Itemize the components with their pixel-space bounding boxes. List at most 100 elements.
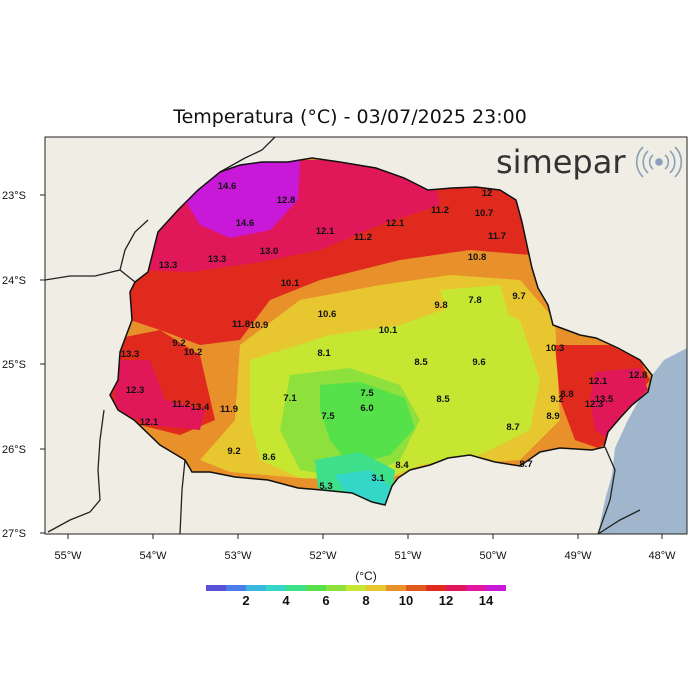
colorbar-cell [286,585,306,591]
station-value: 8.5 [414,357,428,368]
station-value: 8.6 [262,452,275,463]
station-value: 8.4 [395,460,409,471]
colorbar-cell [426,585,446,591]
station-value: 9.8 [434,300,447,311]
station-value: 13.3 [208,254,227,265]
station-value: 10.6 [318,309,337,320]
station-value: 8.5 [436,394,450,405]
station-value: 9.2 [550,394,563,405]
station-value: 9.2 [172,338,185,349]
station-value: 13.4 [191,402,210,413]
station-value: 6.0 [360,403,373,414]
colorbar-unit: (°C) [355,569,376,583]
lon-tick: 54°W [139,550,167,562]
colorbar-label: 2 [242,593,249,608]
colorbar-label: 8 [362,593,369,608]
colorbar-cell [466,585,486,591]
colorbar-label: 6 [322,593,329,608]
signal-icon [635,146,683,178]
station-value: 12 [482,188,493,199]
station-value: 13.5 [595,394,614,405]
station-value: 14.6 [236,218,255,229]
lon-tick: 52°W [309,550,337,562]
lon-tick: 50°W [479,550,507,562]
colorbar-label: 10 [399,593,413,608]
station-value: 8.7 [506,422,519,433]
lat-tick: 27°S [2,528,26,540]
station-values: 14.6 12.8 14.6 12.1 11.2 12.1 11.2 10.7 12 11.7 13… [121,181,648,492]
station-value: 7.5 [321,411,335,422]
station-value: 12.8 [277,195,296,206]
station-value: 8.7 [519,459,532,470]
colorbar-cell [346,585,366,591]
station-value: 11.7 [488,231,506,242]
station-value: 10.2 [184,347,203,358]
temperature-field [110,158,652,505]
ocean [598,348,687,534]
colorbar-cell [226,585,246,591]
lon-tick: 48°W [648,550,676,562]
colorbar-labels: 2 4 6 8 10 12 14 [242,593,494,608]
station-value: 5.3 [319,481,332,492]
lat-tick: 23°S [2,190,26,202]
brand-text: simepar [496,143,626,181]
colorbar-cell [486,585,506,591]
country-borders [45,137,641,534]
colorbar-cell [306,585,326,591]
station-value: 7.1 [283,393,297,404]
lon-tick: 51°W [394,550,422,562]
station-value: 3.1 [371,473,385,484]
colorbar-cell [206,585,226,591]
station-value: 14.6 [218,181,237,192]
station-value: 11.2 [172,399,190,410]
colorbar-cell [386,585,406,591]
colorbar-cell [446,585,466,591]
station-value: 12.1 [316,226,335,237]
station-value: 11.8 [232,319,250,330]
lat-tick: 26°S [2,444,26,456]
station-value: 10.1 [281,278,300,289]
colorbar-cell [266,585,286,591]
colorbar-label: 14 [479,593,494,608]
station-value: 11.9 [220,404,238,415]
station-value: 10.9 [250,320,269,331]
station-value: 12.1 [140,417,159,428]
station-value: 9.6 [472,357,485,368]
lon-tick: 55°W [54,550,82,562]
station-value: 13.3 [121,349,140,360]
lat-labels: 23°S 24°S 25°S 26°S 27°S [2,190,26,540]
station-value: 7.5 [360,388,374,399]
axis-ticks [40,194,663,539]
station-value: 11.2 [431,205,449,216]
station-value: 12.8 [629,370,648,381]
colorbar-cells [206,585,506,591]
station-value: 12.3 [585,399,604,410]
station-value: 8.1 [317,348,331,359]
colorbar: (°C) 2 4 6 8 10 12 14 [206,569,506,608]
colorbar-cell [366,585,386,591]
lon-tick: 49°W [564,550,592,562]
lon-tick: 53°W [224,550,252,562]
lon-labels: 55°W 54°W 53°W 52°W 51°W 50°W 49°W 48°W [54,550,676,562]
colorbar-cell [326,585,346,591]
station-value: 8.9 [546,411,559,422]
map-frame [44,136,688,535]
station-value: 8.8 [560,389,573,400]
station-value: 13.0 [260,246,279,257]
station-value: 12.1 [386,218,405,229]
colorbar-label: 4 [282,593,290,608]
lat-tick: 25°S [2,359,26,371]
colorbar-cell [246,585,266,591]
station-value: 9.2 [227,446,240,457]
colorbar-cell [406,585,426,591]
colorbar-label: 12 [439,593,453,608]
station-value: 13.3 [159,260,178,271]
station-value: 12.3 [126,385,145,396]
station-value: 11.2 [354,232,372,243]
station-value: 10.3 [546,343,565,354]
simepar-logo: simepar [496,143,683,181]
station-value: 10.8 [468,252,487,263]
station-value: 7.8 [468,295,481,306]
station-value: 10.7 [475,208,494,219]
